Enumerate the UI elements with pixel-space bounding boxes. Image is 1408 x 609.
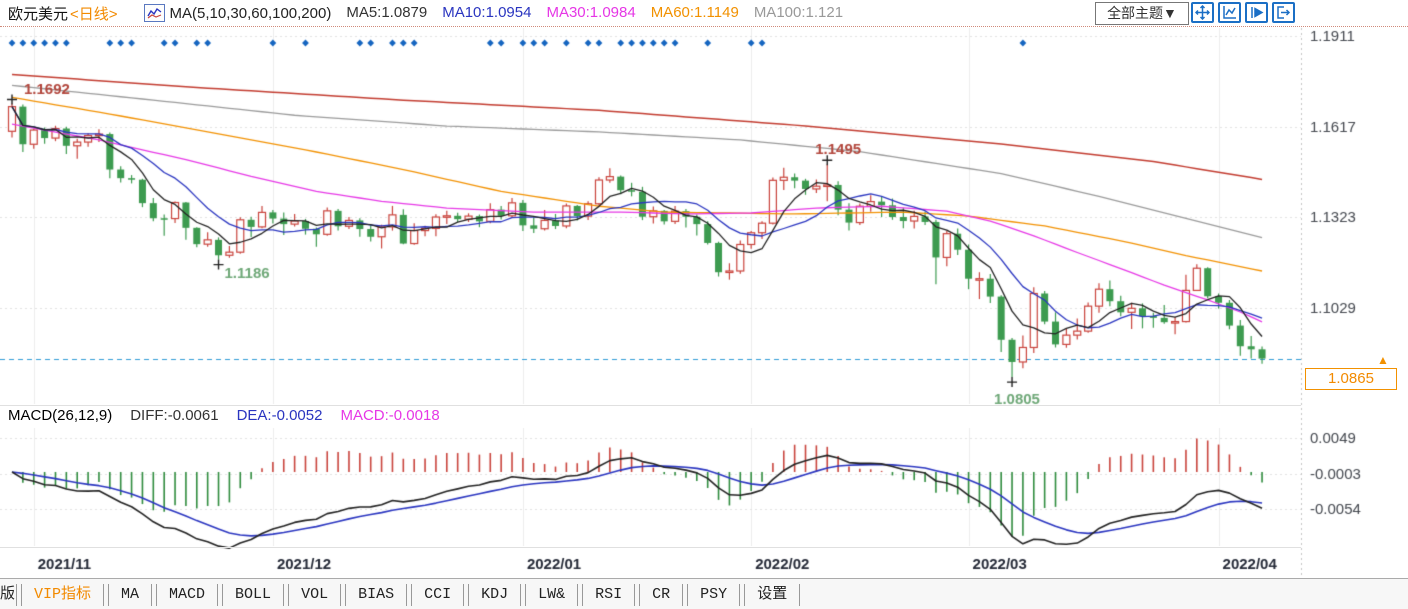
- period-tag[interactable]: <日线>: [70, 5, 118, 23]
- chart-header: 欧元美元 <日线> MA(5,10,30,60,100,200) MA5:1.0…: [0, 0, 1408, 27]
- tab-KDJ[interactable]: KDJ: [468, 583, 522, 606]
- tab-MA[interactable]: MA: [108, 583, 153, 606]
- tab-MACD[interactable]: MACD: [156, 583, 219, 606]
- ma-group-label: MA(5,10,30,60,100,200): [169, 4, 332, 22]
- legend-ma10: MA10:1.0954: [442, 4, 532, 21]
- current-price-tag: 1.0865: [1305, 368, 1397, 390]
- play-flag-icon[interactable]: [1245, 2, 1268, 23]
- tab-partial-left[interactable]: 版: [0, 583, 17, 606]
- legend-ma5: MA5:1.0879: [346, 4, 428, 21]
- tab-设置[interactable]: 设置: [744, 583, 801, 606]
- legend-ma30: MA30:1.0984: [546, 4, 636, 21]
- macd-title: MACD(26,12,9): [8, 407, 113, 424]
- tab-VIP指标[interactable]: VIP指标: [21, 583, 105, 606]
- panel-separator-bottom: [0, 547, 1301, 548]
- ma-legend: MA5:1.0879 MA10:1.0954 MA30:1.0984 MA60:1.1…: [331, 4, 843, 22]
- indicator-line-icon[interactable]: [143, 4, 165, 22]
- price-up-arrow-icon: ▲: [1377, 353, 1389, 367]
- macd-dea-value: DEA:-0.0052: [236, 407, 323, 424]
- macd-header: MACD(26,12,9) DIFF:-0.0061 DEA:-0.0052 MACD…: [8, 407, 458, 424]
- indicator-tab-bar: 版 VIP指标 MA MACD BOLL VOL BIAS CCI KDJ LW& RSI CR PSY…: [0, 578, 1408, 609]
- theme-dropdown-button[interactable]: 全部主题▼: [1095, 2, 1189, 25]
- tab-VOL[interactable]: VOL: [288, 583, 342, 606]
- tab-BOLL[interactable]: BOLL: [222, 583, 285, 606]
- exit-arrow-icon[interactable]: [1272, 2, 1295, 23]
- current-price-value: 1.0865: [1328, 370, 1374, 387]
- tab-BIAS[interactable]: BIAS: [345, 583, 408, 606]
- panel-separator-top: [0, 405, 1301, 406]
- chart-toolbar: [1191, 2, 1295, 23]
- tab-CR[interactable]: CR: [639, 583, 684, 606]
- axis-frame-icon[interactable]: [1218, 2, 1241, 23]
- macd-diff-value: DIFF:-0.0061: [130, 407, 219, 424]
- tab-CCI[interactable]: CCI: [411, 583, 465, 606]
- tab-RSI[interactable]: RSI: [582, 583, 636, 606]
- tab-PSY[interactable]: PSY: [687, 583, 741, 606]
- macd-macd-value: MACD:-0.0018: [340, 407, 440, 424]
- tab-LW&[interactable]: LW&: [525, 583, 579, 606]
- symbol-name: 欧元美元: [8, 5, 69, 23]
- legend-ma60: MA60:1.1149: [650, 4, 739, 21]
- legend-ma100: MA100:1.121: [753, 4, 844, 21]
- pan-crosshair-icon[interactable]: [1191, 2, 1214, 23]
